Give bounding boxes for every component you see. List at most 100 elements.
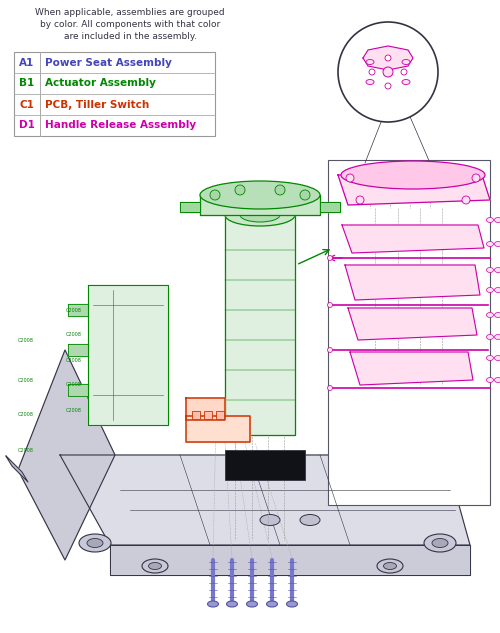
Ellipse shape [341,161,485,189]
Circle shape [235,185,245,195]
Circle shape [356,196,364,204]
Ellipse shape [494,356,500,361]
Circle shape [275,185,285,195]
Polygon shape [348,308,477,340]
Ellipse shape [79,534,111,552]
Text: Handle Release Assembly: Handle Release Assembly [45,120,196,130]
Text: C2008: C2008 [18,448,34,453]
Text: B1: B1 [20,78,34,89]
Text: C2008: C2008 [18,377,34,382]
Bar [225,450,305,480]
Polygon shape [342,225,484,253]
Polygon shape [320,202,340,212]
Ellipse shape [328,385,332,391]
Bar [216,411,224,419]
Circle shape [385,55,391,61]
Circle shape [383,67,393,77]
Ellipse shape [246,601,258,607]
Circle shape [346,174,354,182]
Bar [328,160,490,505]
Ellipse shape [260,515,280,525]
Ellipse shape [494,334,500,339]
Circle shape [300,190,310,200]
Ellipse shape [148,563,162,570]
Ellipse shape [402,80,410,84]
Ellipse shape [494,377,500,382]
Text: C2008: C2008 [66,382,82,387]
Polygon shape [225,215,295,435]
Ellipse shape [377,559,403,573]
Ellipse shape [494,313,500,318]
Ellipse shape [486,377,494,382]
Text: D1: D1 [19,120,35,130]
Polygon shape [6,456,28,482]
Text: are included in the assembly.: are included in the assembly. [64,32,196,41]
Ellipse shape [486,268,494,272]
Ellipse shape [486,218,494,223]
Ellipse shape [87,539,103,548]
Polygon shape [363,46,413,70]
Text: Actuator Assembly: Actuator Assembly [45,78,156,89]
Circle shape [462,196,470,204]
Text: C2008: C2008 [18,413,34,418]
Bar [192,411,200,419]
Ellipse shape [432,539,448,548]
Circle shape [472,174,480,182]
Polygon shape [180,202,200,212]
Text: C1: C1 [20,99,34,110]
Polygon shape [68,384,88,396]
Circle shape [369,69,375,75]
Text: A1: A1 [20,58,34,68]
Polygon shape [345,265,480,300]
Ellipse shape [286,601,298,607]
Circle shape [210,190,220,200]
Ellipse shape [384,563,396,570]
Ellipse shape [424,534,456,552]
Text: by color. All components with that color: by color. All components with that color [40,20,220,29]
Ellipse shape [225,204,295,226]
Ellipse shape [328,256,332,261]
Ellipse shape [266,601,278,607]
Text: C2008: C2008 [66,358,82,363]
Text: When applicable, assemblies are grouped: When applicable, assemblies are grouped [35,8,225,17]
Ellipse shape [494,287,500,292]
Polygon shape [68,304,88,316]
Text: Power Seat Assembly: Power Seat Assembly [45,58,172,68]
Text: C2008: C2008 [66,308,82,313]
Ellipse shape [494,268,500,272]
Ellipse shape [486,287,494,292]
Polygon shape [60,455,470,545]
Circle shape [385,83,391,89]
Polygon shape [68,344,88,356]
Polygon shape [186,416,250,442]
Ellipse shape [328,348,332,353]
Polygon shape [18,350,115,560]
Ellipse shape [366,60,374,65]
Polygon shape [88,285,168,425]
Ellipse shape [240,208,280,222]
Bar [204,411,212,419]
Text: PCB, Tiller Switch: PCB, Tiller Switch [45,99,149,110]
Polygon shape [350,352,473,385]
Ellipse shape [366,80,374,84]
Ellipse shape [226,601,237,607]
Ellipse shape [494,218,500,223]
Ellipse shape [486,242,494,246]
Ellipse shape [494,242,500,246]
Circle shape [338,22,438,122]
Polygon shape [110,545,470,575]
Ellipse shape [208,601,218,607]
Ellipse shape [328,303,332,308]
Ellipse shape [486,313,494,318]
Ellipse shape [486,334,494,339]
Polygon shape [200,195,320,215]
Polygon shape [186,398,225,420]
Text: C2008: C2008 [66,332,82,337]
Ellipse shape [402,60,410,65]
Text: C2008: C2008 [66,408,82,413]
Polygon shape [338,175,490,205]
Ellipse shape [200,181,320,209]
Bar [14,52,215,136]
Ellipse shape [142,559,168,573]
Text: C2008: C2008 [18,337,34,342]
